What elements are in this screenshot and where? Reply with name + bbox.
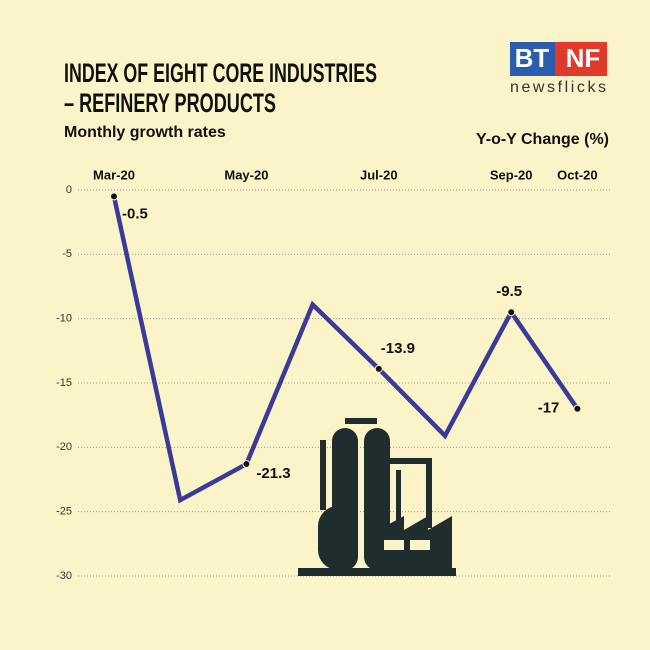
logo-box [555,42,607,76]
chart-title: INDEX OF EIGHT CORE INDUSTRIES [64,58,377,88]
point [110,192,118,201]
data-label: -9.5 [496,283,522,300]
factory-icon [298,418,456,576]
x-tick-label: Oct-20 [557,167,597,182]
chart-title: – REFINERY PRODUCTS [64,88,276,118]
data-label: -0.5 [122,205,148,222]
y-tick-label: -15 [56,377,72,389]
x-tick-label: May-20 [224,167,268,182]
x-tick-label: Jul-20 [360,167,398,182]
axis-label: Y-o-Y Change (%) [476,131,609,148]
y-tick-label: -5 [62,248,72,260]
x-tick-label: Sep-20 [490,167,533,182]
point [242,460,251,469]
plot: 0 -5 -10 -15 -20 -25 -30 Mar-20 May-20 Jul-20 Sep-… [56,167,610,582]
logo-tagline: newsflicks [510,79,606,96]
subtitle: Monthly growth rates [64,124,226,141]
y-tick-label: 0 [66,184,72,196]
logo: BT NF newsflicks [510,42,607,96]
point [573,404,582,413]
logo-text: NF [566,43,601,73]
y-tick-label: -30 [56,570,72,582]
line [111,195,580,504]
data-label: -13.9 [381,340,415,357]
y-tick-label: -20 [56,441,72,453]
data-label: -17 [538,400,560,417]
logo-box [510,42,555,76]
y-tick-label: -25 [56,506,72,518]
logo-text: BT [515,43,550,73]
y-tick-label: -10 [56,313,72,325]
data-label: -21.3 [256,465,290,482]
point [507,308,516,317]
point [374,364,383,373]
x-tick-label: Mar-20 [93,167,135,182]
